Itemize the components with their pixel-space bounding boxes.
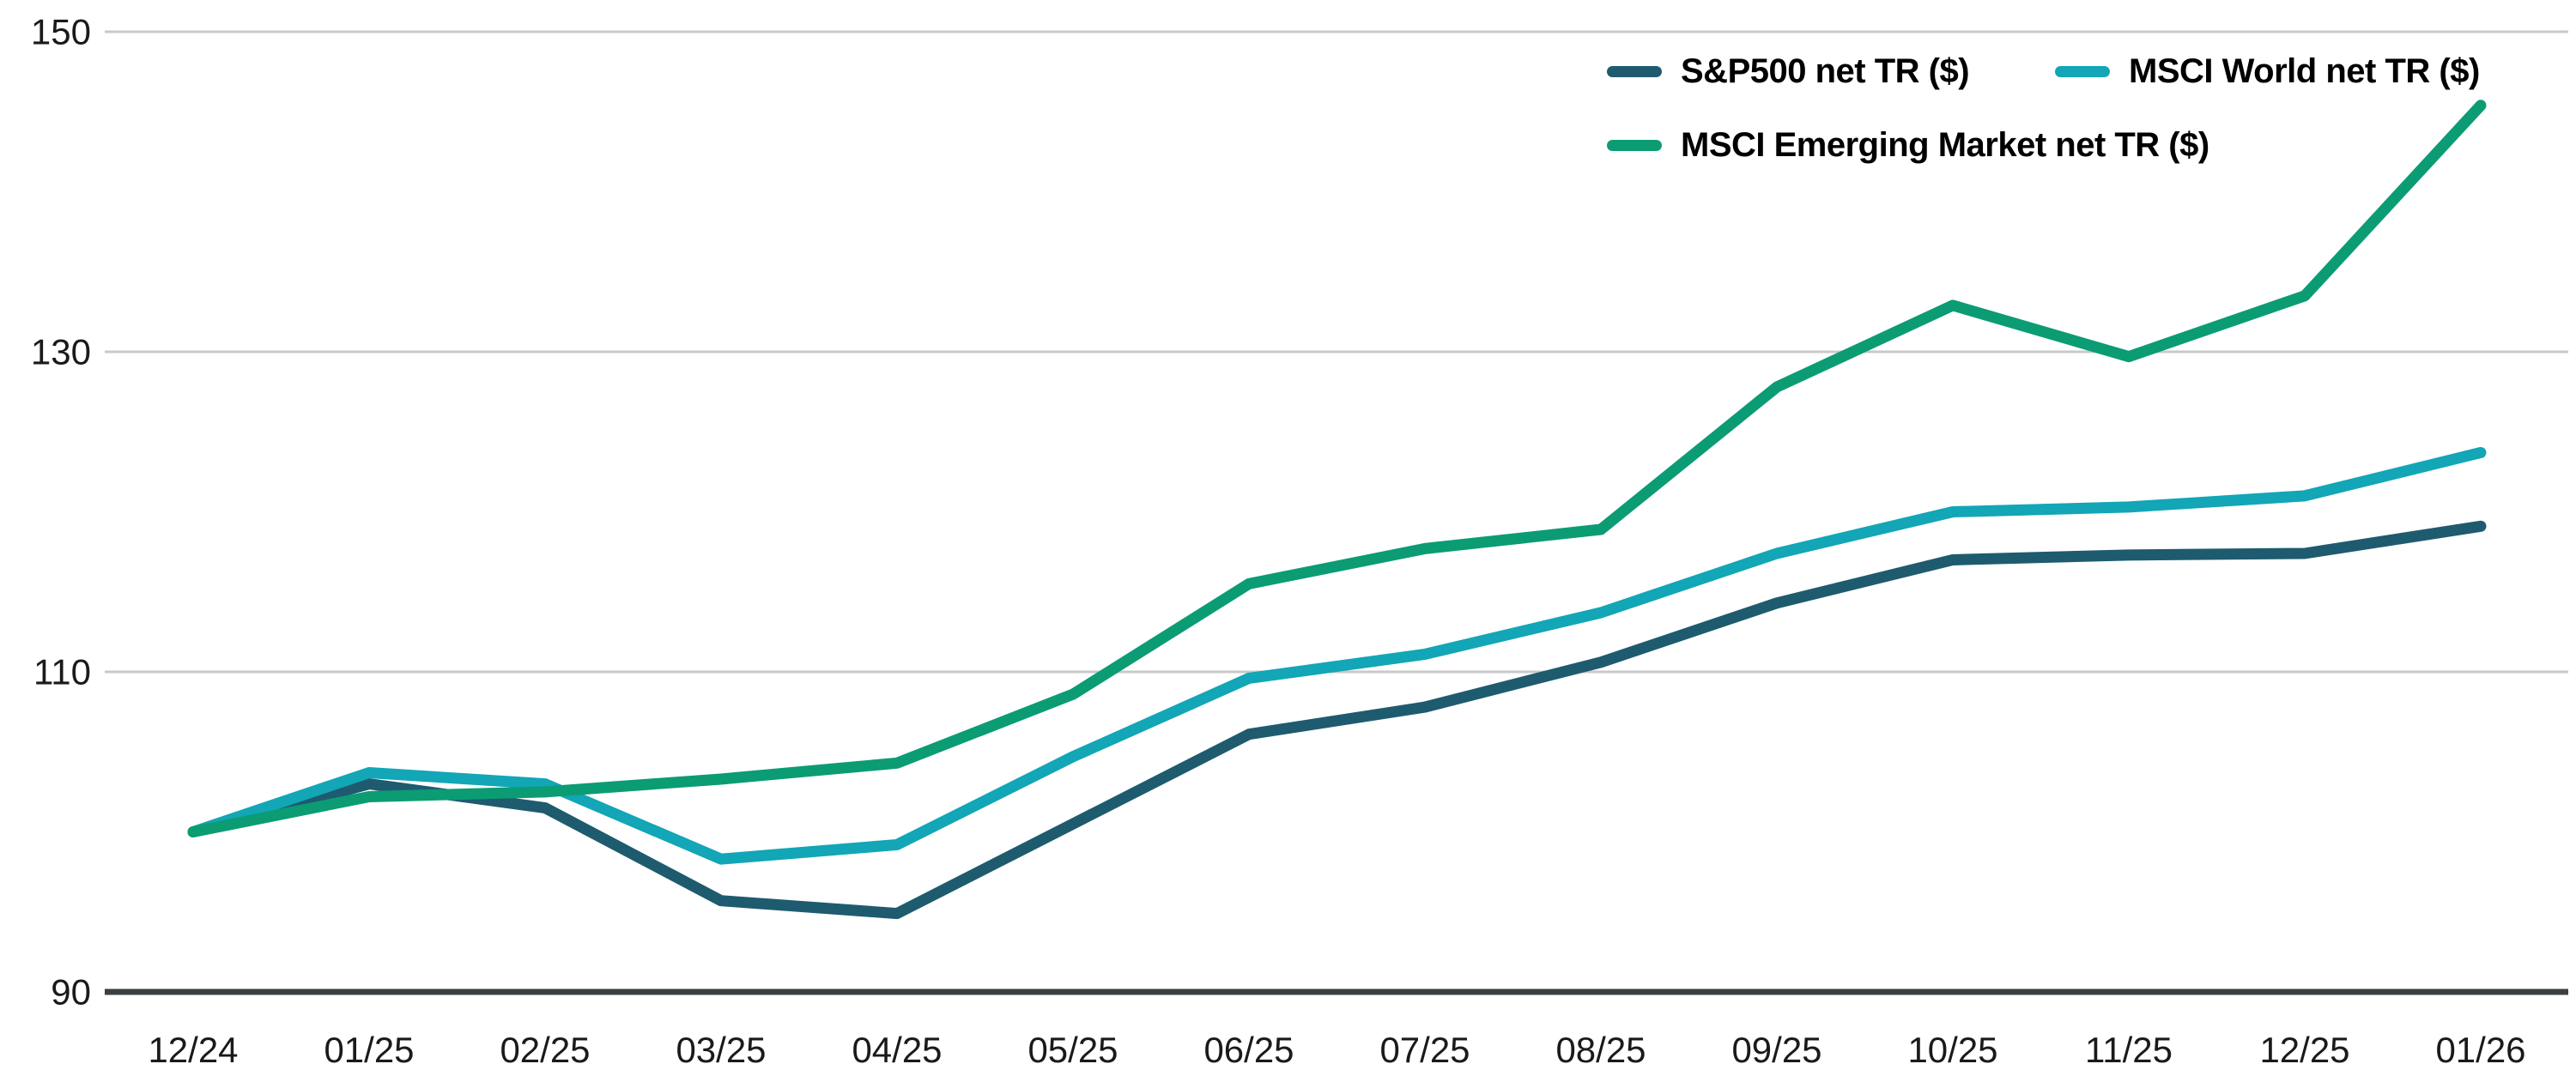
y-tick-label-150: 150 — [31, 12, 91, 52]
x-tick-label-08-25: 08/25 — [1555, 1030, 1646, 1070]
legend-item-msci-world: MSCI World net TR ($) — [2055, 50, 2480, 93]
msci-em-line-swatch-icon — [1607, 139, 1662, 151]
legend-row-2: MSCI Emerging Market net TR ($) — [1607, 124, 2480, 166]
x-tick-label-07-25: 07/25 — [1379, 1030, 1470, 1070]
chart-legend: S&P500 net TR ($) MSCI World net TR ($) … — [1607, 50, 2480, 166]
x-tick-label-01-26: 01/26 — [2435, 1030, 2525, 1070]
x-tick-label-02-25: 02/25 — [500, 1030, 590, 1070]
y-tick-label-130: 130 — [31, 332, 91, 372]
x-tick-label-01-25: 01/25 — [324, 1030, 414, 1070]
x-tick-label-12-24: 12/24 — [148, 1030, 238, 1070]
legend-item-msci-em: MSCI Emerging Market net TR ($) — [1607, 124, 2209, 166]
x-tick-label-03-25: 03/25 — [676, 1030, 766, 1070]
sp500-line-swatch-icon — [1607, 65, 1662, 77]
legend-label-sp500: S&P500 net TR ($) — [1681, 52, 1970, 90]
x-tick-label-11-25: 11/25 — [2085, 1030, 2173, 1070]
legend-label-msci-em: MSCI Emerging Market net TR ($) — [1681, 126, 2209, 164]
legend-label-msci-world: MSCI World net TR ($) — [2129, 52, 2480, 90]
y-tick-label-90: 90 — [51, 972, 91, 1012]
x-tick-label-10-25: 10/25 — [1907, 1030, 1997, 1070]
x-tick-label-06-25: 06/25 — [1203, 1030, 1294, 1070]
legend-item-sp500: S&P500 net TR ($) — [1607, 50, 1970, 93]
series-line-msci-world-net-tr — [187, 446, 2487, 865]
y-tick-label-110: 110 — [33, 652, 91, 692]
x-tick-label-04-25: 04/25 — [852, 1030, 942, 1070]
msci-world-line-swatch-icon — [2055, 65, 2111, 77]
series-line-s-p500-net-tr — [187, 520, 2487, 920]
x-tick-label-09-25: 09/25 — [1731, 1030, 1821, 1070]
x-tick-label-05-25: 05/25 — [1027, 1030, 1118, 1070]
series-line-msci-emerging-market-net-tr — [187, 100, 2487, 837]
legend-row-1: S&P500 net TR ($) MSCI World net TR ($) — [1607, 50, 2480, 93]
x-tick-label-12-25: 12/25 — [2259, 1030, 2349, 1070]
